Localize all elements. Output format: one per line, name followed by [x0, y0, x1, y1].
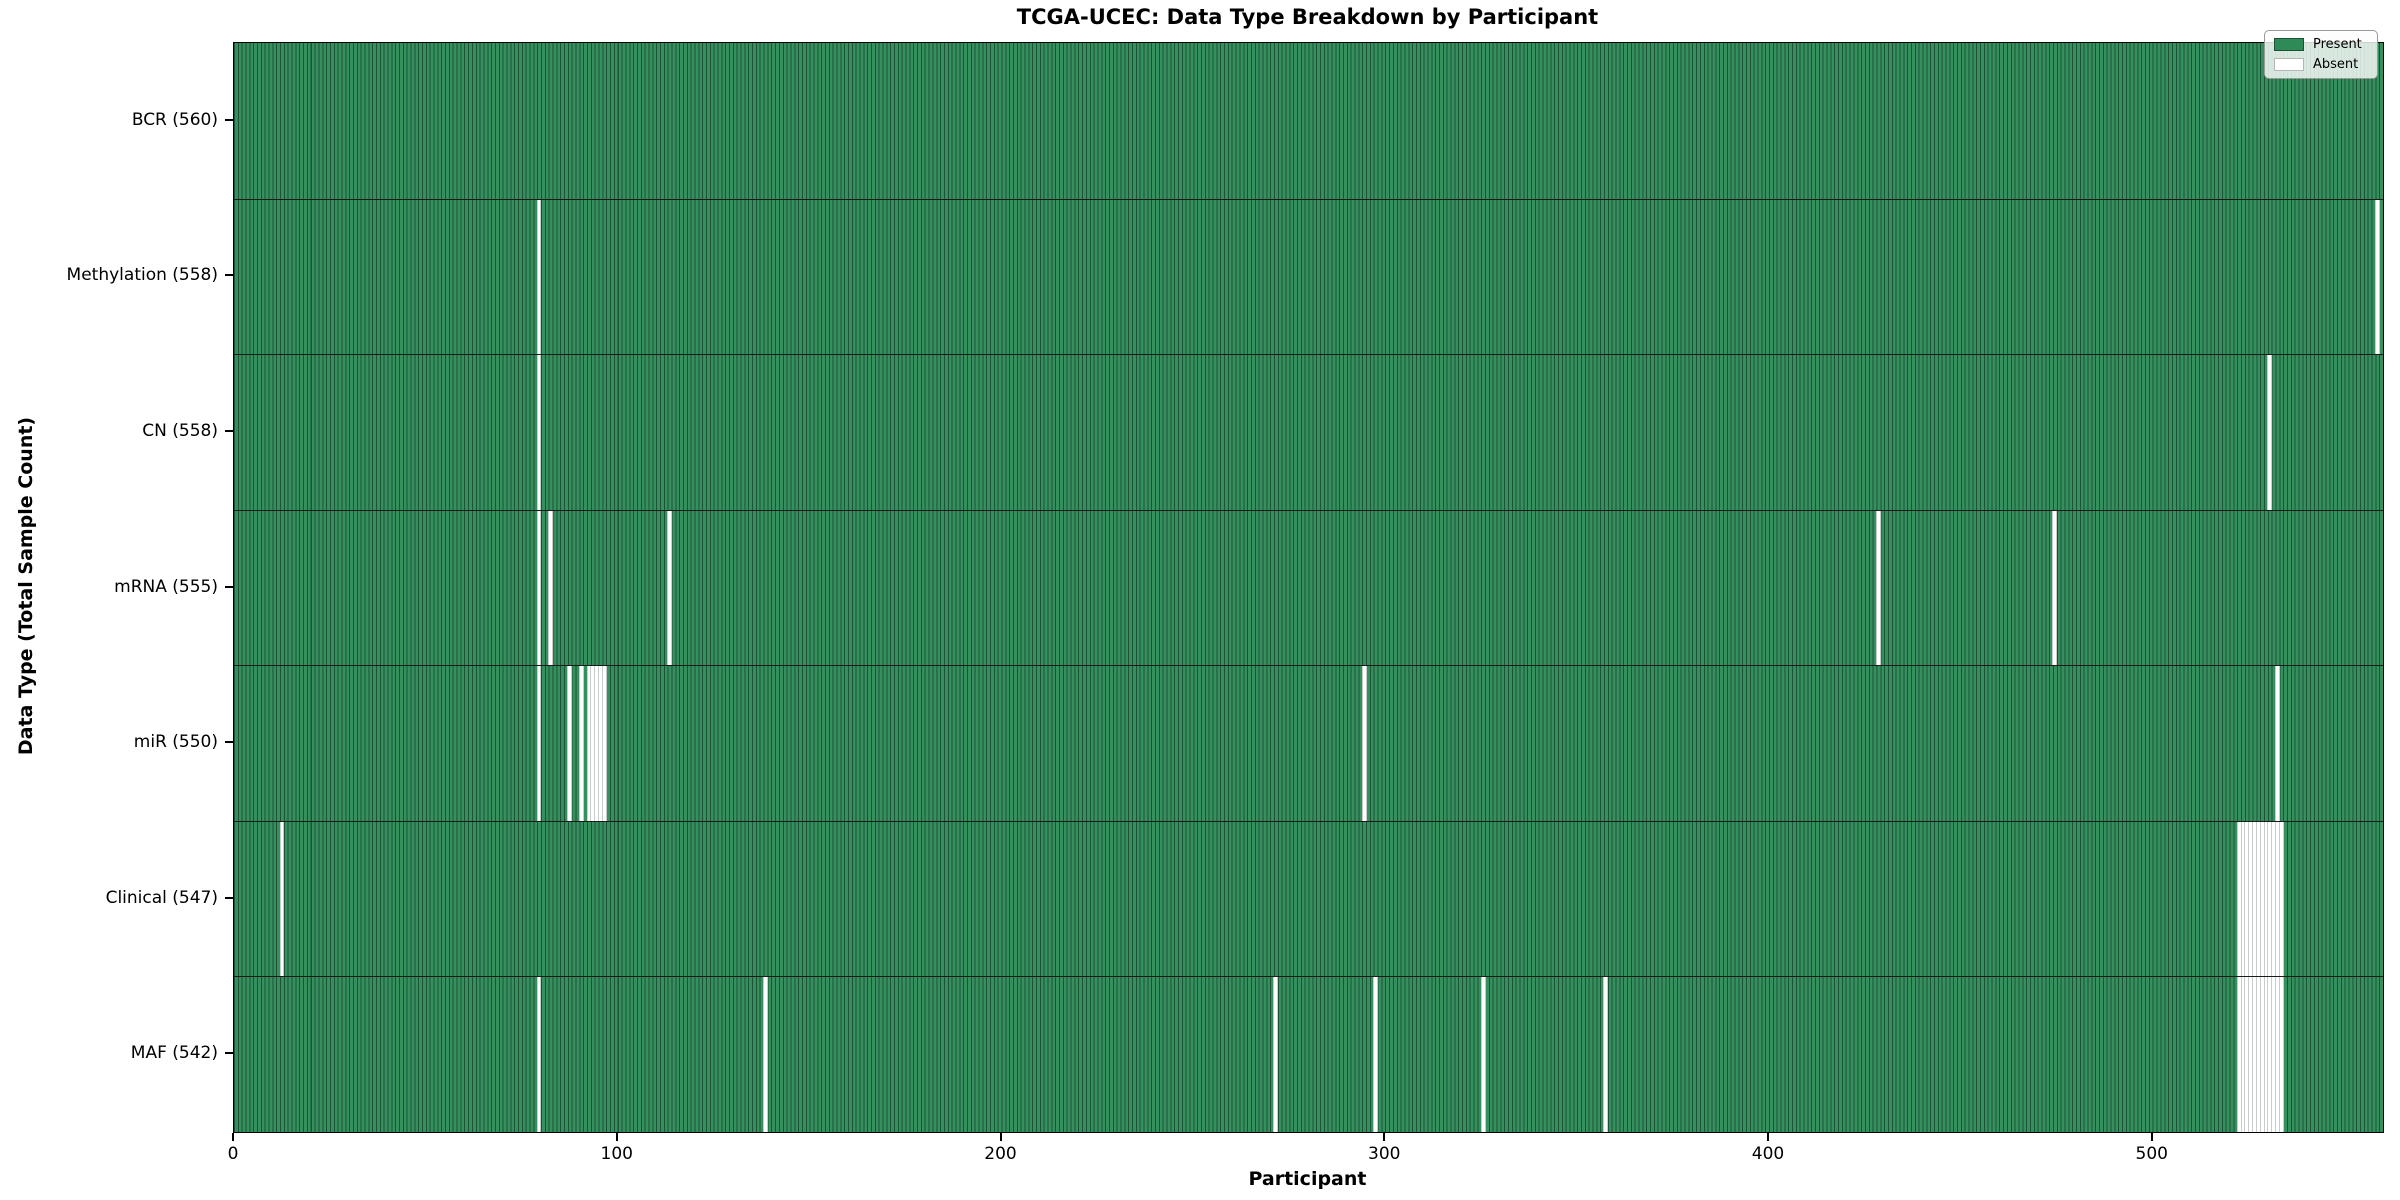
absent-mark-methylation-79 [536, 198, 542, 355]
row-methylation [234, 198, 2383, 355]
y-tick-mark [225, 741, 233, 744]
absent-mark-maf-297 [1373, 976, 1379, 1132]
absent-mark-maf-79 [536, 976, 542, 1132]
x-tick-mark [232, 1133, 234, 1141]
y-tick-label-clinical: Clinical (547) [105, 887, 218, 908]
x-tick-label-500: 500 [2135, 1144, 2168, 1164]
row-separator [234, 509, 2383, 511]
row-separator [234, 820, 2383, 822]
legend-item-present: Present [2274, 38, 2368, 51]
row-bcr [234, 43, 2383, 199]
y-tick-label-mrna: mRNA (555) [114, 576, 218, 597]
legend: Present Absent [2264, 30, 2378, 79]
absent-mark-mrna-428 [1875, 509, 1881, 666]
x-tick-mark [1383, 1133, 1386, 1141]
row-separator [234, 665, 2383, 667]
x-tick-label-0: 0 [227, 1144, 239, 1164]
row-mrna [234, 509, 2383, 666]
x-axis-label: Participant [1248, 1168, 1367, 1190]
legend-label-present: Present [2313, 37, 2362, 52]
y-tick-mark [225, 585, 233, 588]
absent-mark-mir-294 [1361, 665, 1367, 821]
legend-label-absent: Absent [2313, 57, 2359, 72]
absent-mark-clinical-533 [2278, 820, 2284, 977]
absent-mark-mrna-113 [667, 509, 672, 666]
row-separator [234, 976, 2383, 978]
x-tick-mark [615, 1133, 618, 1141]
absent-mark-cn-530 [2267, 354, 2273, 510]
x-tick-label-300: 300 [1368, 1144, 1401, 1164]
row-maf [234, 976, 2383, 1132]
row-cn [234, 354, 2383, 510]
absent-mark-mir-79 [536, 665, 542, 821]
absent-mark-cn-79 [536, 354, 542, 510]
y-tick-label-maf: MAF (542) [130, 1043, 218, 1064]
absent-mark-mrna-79 [536, 509, 542, 666]
x-tick-mark [999, 1133, 1002, 1141]
x-tick-label-200: 200 [984, 1144, 1017, 1164]
x-tick-mark [1767, 1133, 1769, 1141]
x-tick-label-400: 400 [1751, 1144, 1785, 1164]
absent-mark-mir-96 [601, 665, 607, 821]
y-tick-mark [225, 1052, 233, 1055]
absent-mark-maf-271 [1273, 976, 1279, 1132]
absent-mark-mrna-474 [2052, 509, 2058, 666]
absent-mark-mir-87 [567, 665, 573, 821]
row-clinical [234, 820, 2383, 977]
y-tick-label-cn: CN (558) [142, 420, 218, 441]
absent-mark-maf-357 [1603, 976, 1609, 1132]
absent-mark-maf-138 [763, 976, 768, 1132]
row-separator [234, 354, 2383, 356]
absent-mark-clinical-12 [279, 820, 285, 977]
x-tick-label-100: 100 [600, 1144, 633, 1164]
absent-mark-mir-90 [578, 665, 584, 821]
row-mir [234, 665, 2383, 821]
absent-mark-maf-533 [2278, 976, 2284, 1132]
absent-mark-mir-532 [2275, 665, 2280, 821]
absent-mark-maf-325 [1480, 976, 1486, 1132]
x-tick-mark [2150, 1133, 2153, 1141]
plot-area [233, 42, 2384, 1133]
y-tick-label-mir: miR (550) [133, 732, 218, 753]
chart-title: TCGA-UCEC: Data Type Breakdown by Partic… [1016, 5, 1599, 29]
y-tick-mark [225, 274, 233, 277]
y-tick-label-methylation: Methylation (558) [66, 265, 218, 286]
legend-item-absent: Absent [2274, 58, 2368, 71]
y-tick-mark [225, 118, 233, 121]
absent-swatch-icon [2274, 58, 2304, 71]
present-swatch-icon [2274, 38, 2304, 51]
absent-mark-mrna-82 [548, 509, 553, 666]
y-tick-label-bcr: BCR (560) [131, 109, 218, 130]
y-tick-mark [225, 896, 233, 899]
y-tick-mark [225, 429, 233, 432]
absent-mark-methylation-558 [2374, 198, 2380, 355]
row-separator [234, 198, 2383, 200]
